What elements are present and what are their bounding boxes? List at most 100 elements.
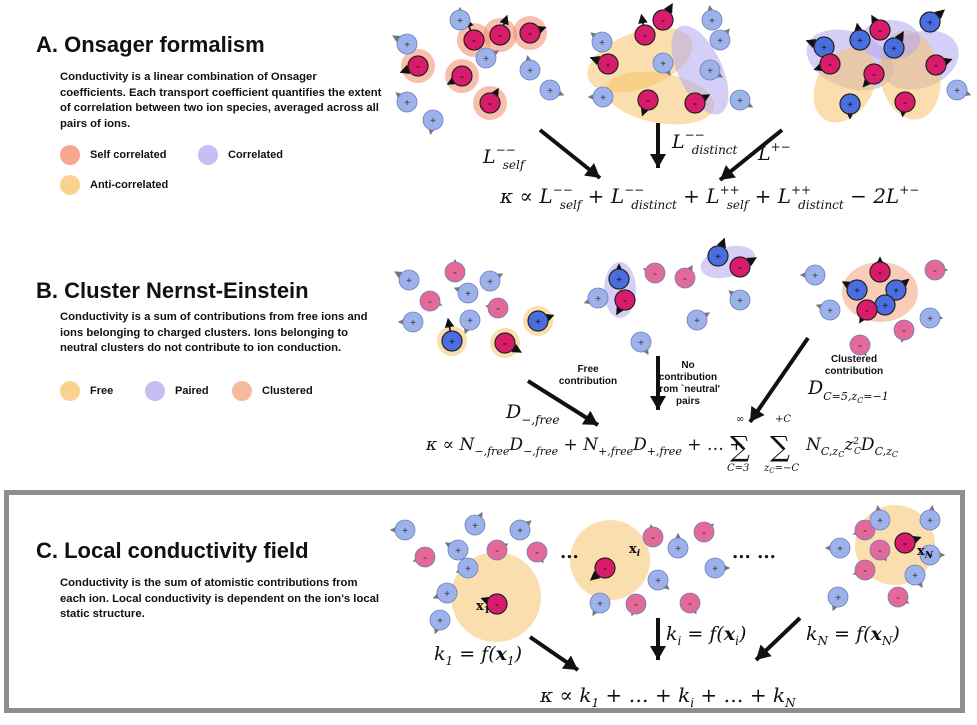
cation-ion bbox=[441, 330, 463, 352]
svg-text:contribution: contribution bbox=[559, 376, 617, 387]
ion-charge-sign: + bbox=[660, 59, 666, 70]
ion-charge-sign: - bbox=[863, 563, 867, 577]
ion-charge-sign: + bbox=[812, 271, 818, 282]
cation-ion bbox=[804, 264, 826, 286]
cation-ion bbox=[729, 89, 751, 111]
ion-charge-sign: - bbox=[643, 28, 647, 42]
cation-ion bbox=[946, 79, 968, 101]
arrow-label-l-pm: L+− bbox=[757, 140, 791, 165]
arrow-layer bbox=[526, 123, 810, 672]
anion-ion bbox=[684, 92, 706, 114]
panel-b-description: Conductivity is a sum of contributions f… bbox=[60, 311, 368, 355]
arrow-head bbox=[561, 655, 578, 670]
panel-a-description: Conductivity is a linear combination of … bbox=[60, 71, 382, 130]
anion-ion bbox=[819, 53, 841, 75]
free-swatch bbox=[60, 381, 80, 401]
arrow-label-l-distinct: L−− distinct bbox=[671, 128, 738, 157]
anion-ion bbox=[869, 261, 891, 283]
ion-charge-sign: + bbox=[430, 116, 436, 127]
cation-ion bbox=[587, 287, 609, 309]
anion-ion bbox=[625, 593, 647, 615]
clustered-swatch bbox=[232, 381, 252, 401]
cation-ion bbox=[819, 299, 841, 321]
anion-ion bbox=[854, 519, 876, 541]
legend-label: Paired bbox=[175, 385, 209, 397]
contribution-arrow bbox=[748, 336, 810, 424]
ion-charge-sign: + bbox=[547, 86, 553, 97]
cation-ion bbox=[457, 282, 479, 304]
ion-charge-sign: + bbox=[404, 40, 410, 51]
anion-ion bbox=[479, 92, 501, 114]
ion-charge-sign: + bbox=[437, 616, 443, 627]
anion-ion bbox=[924, 259, 946, 281]
cation-ion bbox=[919, 307, 941, 329]
note-no-contribution: No bbox=[681, 360, 694, 371]
ion-charge-sign: - bbox=[428, 294, 432, 308]
ion-charge-sign: - bbox=[878, 265, 882, 279]
ion-charge-sign: + bbox=[483, 54, 489, 65]
cation-ion bbox=[527, 310, 549, 332]
cation-ion bbox=[402, 311, 424, 333]
ion-charge-sign: + bbox=[954, 86, 960, 97]
panel-c-equation: κ ∝ k1 + … + ki + … + kN bbox=[539, 683, 796, 710]
cation-ion bbox=[919, 509, 941, 531]
svg-text:zC=−C: zC=−C bbox=[763, 463, 799, 475]
ion-charge-sign: - bbox=[460, 69, 464, 83]
anion-ion bbox=[494, 332, 516, 354]
arrow-head bbox=[750, 405, 765, 422]
cation-ion bbox=[447, 539, 469, 561]
anion-ion bbox=[519, 22, 541, 44]
anion-ion bbox=[526, 541, 548, 563]
arrow-head bbox=[756, 644, 772, 660]
anion-ion bbox=[925, 54, 947, 76]
cation-ion bbox=[591, 31, 613, 53]
cation-ion bbox=[839, 93, 861, 115]
legend-label: Clustered bbox=[262, 385, 313, 397]
cation-ion bbox=[459, 309, 481, 331]
anion-ion bbox=[693, 521, 715, 543]
cation-ion bbox=[449, 9, 471, 31]
ion-charge-sign: + bbox=[891, 44, 897, 55]
ion-charge-sign: + bbox=[638, 338, 644, 349]
legend-free: Free bbox=[60, 381, 113, 401]
anion-ion bbox=[869, 19, 891, 41]
svg-text:contribution: contribution bbox=[825, 366, 883, 377]
cation-ion bbox=[475, 47, 497, 69]
panel-c-title: C. Local conductivity field bbox=[36, 538, 309, 563]
anion-ion bbox=[856, 299, 878, 321]
ion-charge-sign: - bbox=[903, 536, 907, 550]
ion-charge-sign: - bbox=[878, 23, 882, 37]
cation-ion bbox=[701, 9, 723, 31]
anion-ion bbox=[729, 256, 751, 278]
ion-charge-sign: - bbox=[651, 530, 655, 544]
cation-ion bbox=[592, 86, 614, 108]
ion-charge-sign: - bbox=[903, 95, 907, 109]
svg-text:from `neutral': from `neutral' bbox=[656, 384, 720, 395]
legend-clustered: Clustered bbox=[232, 381, 313, 401]
ion-charge-sign: + bbox=[927, 18, 933, 29]
ion-charge-sign: + bbox=[517, 526, 523, 537]
anion-ion bbox=[634, 24, 656, 46]
arrow-label-k1: k1 = f(x1) bbox=[434, 643, 522, 668]
note-free-contribution: Free bbox=[577, 364, 599, 375]
anion-ion bbox=[486, 593, 508, 615]
panel-a-equation: κ ∝ L−− self + L−− distinct + L++ self + L+… bbox=[499, 183, 919, 212]
ion-charge-sign: + bbox=[857, 36, 863, 47]
ion-charge-sign: - bbox=[738, 260, 742, 274]
ion-charge-sign: - bbox=[498, 28, 502, 42]
ion-charge-sign: + bbox=[927, 551, 933, 562]
ion-charge-sign: - bbox=[828, 57, 832, 71]
cation-ion bbox=[827, 586, 849, 608]
ion-charge-sign: + bbox=[737, 296, 743, 307]
arrow-label-ki: ki = f(xi) bbox=[666, 623, 746, 648]
legend-correlated: Correlated bbox=[198, 145, 283, 165]
ion-charge-sign: - bbox=[423, 550, 427, 564]
ion-charge-sign: + bbox=[707, 66, 713, 77]
anti-correlated-swatch bbox=[60, 175, 80, 195]
cation-ion bbox=[709, 29, 731, 51]
ion-charge-sign: + bbox=[821, 43, 827, 54]
svg-text:∞: ∞ bbox=[736, 414, 744, 425]
arrow-head bbox=[584, 163, 600, 178]
